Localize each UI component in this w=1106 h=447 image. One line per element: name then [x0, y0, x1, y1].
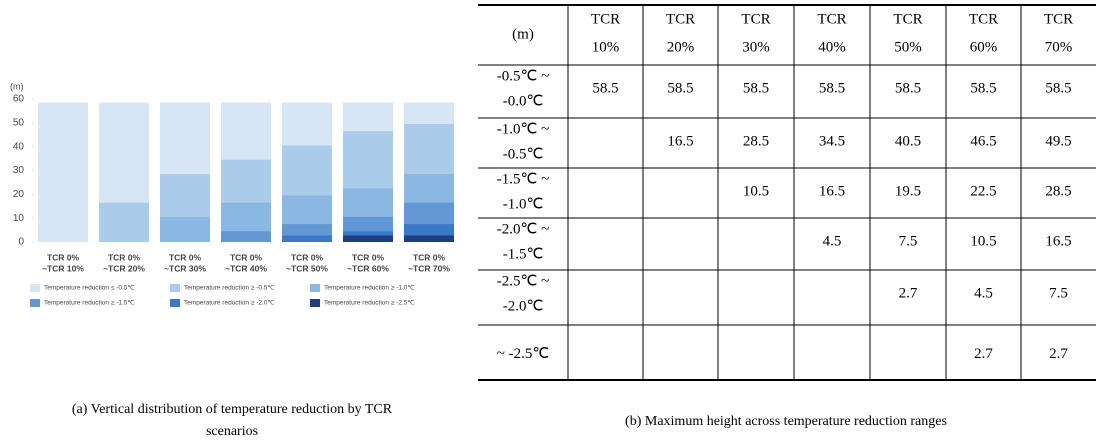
- table-cell: 58.5: [667, 80, 693, 96]
- legend-swatch: [310, 299, 320, 307]
- caption: (a) Vertical distribution of temperature…: [72, 402, 393, 417]
- x-tick-label: TCR 0%: [169, 252, 202, 262]
- legend-swatch: [30, 299, 40, 307]
- table-cell: 49.5: [1045, 133, 1071, 149]
- x-tick-label: ~TCR 70%: [408, 263, 450, 273]
- column-header: 70%: [1045, 39, 1073, 55]
- table-cell: 16.5: [1045, 233, 1071, 249]
- table-cell: 4.5: [823, 233, 842, 249]
- bar: [282, 235, 332, 242]
- legend-label: Temperature reduction ≤ -0.5℃: [44, 285, 135, 292]
- bar: [99, 202, 149, 242]
- legend-label: Temperature reduction ≥ -0.5℃: [184, 285, 275, 292]
- legend-label: Temperature reduction ≥ -1.0℃: [324, 285, 415, 292]
- caption: scenarios: [206, 424, 258, 439]
- legend-label: Temperature reduction ≥ -2.0℃: [184, 300, 275, 307]
- table-cell: 58.5: [1045, 80, 1071, 96]
- y-axis-label: (m): [10, 81, 24, 91]
- column-header: TCR: [817, 11, 846, 27]
- column-header: 40%: [818, 39, 846, 55]
- legend-swatch: [310, 284, 320, 292]
- x-tick-label: ~TCR 30%: [164, 263, 206, 273]
- row-header: -0.5℃ ~: [497, 68, 549, 84]
- table-cell: 34.5: [819, 133, 845, 149]
- bar: [160, 216, 210, 242]
- column-header: TCR: [741, 11, 770, 27]
- x-tick-label: ~TCR 60%: [347, 263, 389, 273]
- bar: [38, 102, 88, 242]
- x-tick-label: TCR 0%: [108, 252, 141, 262]
- table-cell: 58.5: [895, 80, 921, 96]
- x-tick-label: TCR 0%: [230, 252, 263, 262]
- table-corner: (m): [512, 26, 534, 42]
- table-cell: 58.5: [592, 80, 618, 96]
- y-tick-label: 60: [13, 94, 25, 105]
- legend-label: Temperature reduction ≥ -2.5℃: [324, 300, 415, 307]
- row-header: -1.5℃: [503, 246, 544, 262]
- table-cell: 58.5: [970, 80, 996, 96]
- column-header: 60%: [970, 39, 998, 55]
- legend-swatch: [30, 284, 40, 292]
- legend-swatch: [170, 284, 180, 292]
- row-header: ~ -2.5℃: [497, 346, 549, 362]
- column-header: 10%: [592, 39, 620, 55]
- legend-swatch: [170, 299, 180, 307]
- y-tick-label: 20: [13, 189, 25, 200]
- x-tick-label: TCR 0%: [413, 252, 446, 262]
- column-header: 30%: [742, 39, 770, 55]
- table-cell: 16.5: [819, 183, 845, 199]
- table-cell: 7.5: [899, 233, 918, 249]
- bar: [404, 235, 454, 242]
- y-tick-label: 30: [13, 165, 25, 176]
- table-cell: 28.5: [1045, 183, 1071, 199]
- row-header: -1.0℃: [503, 196, 544, 212]
- row-header: -2.5℃ ~: [497, 273, 549, 289]
- bar: [221, 231, 271, 242]
- table-cell: 2.7: [899, 285, 918, 301]
- table-cell: 10.5: [743, 183, 769, 199]
- y-tick-label: 40: [13, 141, 25, 152]
- table-cell: 28.5: [743, 133, 769, 149]
- table-cell: 16.5: [667, 133, 693, 149]
- x-tick-label: TCR 0%: [352, 252, 385, 262]
- x-tick-label: ~TCR 20%: [103, 263, 145, 273]
- column-header: 20%: [667, 39, 695, 55]
- table-cell: 46.5: [970, 133, 996, 149]
- row-header: -1.0℃ ~: [497, 121, 549, 137]
- x-tick-label: TCR 0%: [291, 252, 324, 262]
- table-cell: 10.5: [970, 233, 996, 249]
- row-header: -2.0℃ ~: [497, 221, 549, 237]
- table-cell: 2.7: [974, 346, 993, 362]
- table-cell: 4.5: [974, 285, 993, 301]
- legend-label: Temperature reduction ≥ -1.5℃: [44, 300, 135, 307]
- y-tick-label: 0: [18, 237, 24, 248]
- column-header: TCR: [1044, 11, 1073, 27]
- x-tick-label: ~TCR 50%: [286, 263, 328, 273]
- bar: [343, 235, 393, 242]
- column-header: TCR: [666, 11, 695, 27]
- x-tick-label: ~TCR 40%: [225, 263, 267, 273]
- x-tick-label: ~TCR 10%: [42, 263, 84, 273]
- table-cell: 58.5: [819, 80, 845, 96]
- row-header: -0.0℃: [503, 93, 544, 109]
- table-cell: 2.7: [1049, 346, 1068, 362]
- y-tick-label: 10: [13, 213, 25, 224]
- row-header: -0.5℃: [503, 146, 544, 162]
- y-tick-label: 50: [13, 117, 25, 128]
- column-header: TCR: [893, 11, 922, 27]
- table-cell: 58.5: [743, 80, 769, 96]
- table-cell: 22.5: [970, 183, 996, 199]
- table-cell: 40.5: [895, 133, 921, 149]
- row-header: -1.5℃ ~: [497, 171, 549, 187]
- column-header: 50%: [894, 39, 922, 55]
- row-header: -2.0℃: [503, 298, 544, 314]
- table-cell: 19.5: [895, 183, 921, 199]
- x-tick-label: TCR 0%: [47, 252, 80, 262]
- column-header: TCR: [591, 11, 620, 27]
- column-header: TCR: [969, 11, 998, 27]
- table-cell: 7.5: [1049, 285, 1068, 301]
- caption: (b) Maximum height across temperature re…: [625, 414, 947, 429]
